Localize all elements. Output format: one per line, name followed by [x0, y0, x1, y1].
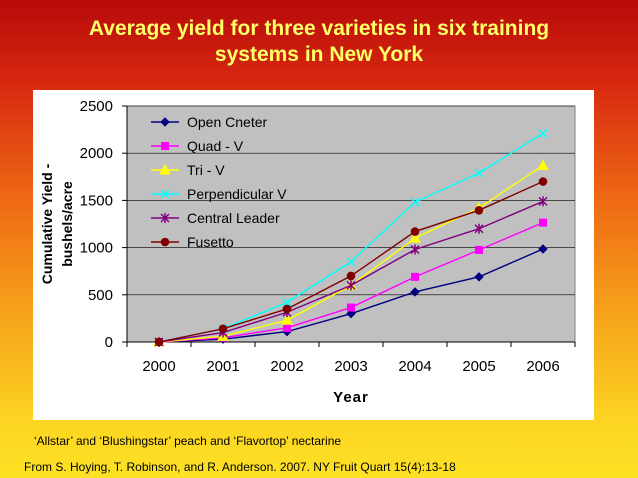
y-tick-label-500: 500 — [88, 287, 113, 304]
legend-marker-open-cneter — [160, 117, 170, 127]
y-tick-label-1500: 1500 — [80, 192, 113, 209]
point-fusetto-2002 — [282, 304, 292, 314]
x-tick-label-2002: 2002 — [270, 358, 303, 375]
point-central-leader-2005 — [474, 223, 484, 234]
y-tick-label-2000: 2000 — [80, 145, 113, 162]
y-tick-label-0: 0 — [105, 334, 113, 351]
point-quad-v-2006 — [539, 218, 547, 227]
point-central-leader-2006 — [538, 196, 548, 207]
source-citation: From S. Hoying, T. Robinson, and R. Ande… — [24, 460, 456, 474]
y-axis-title: Cumulative Yield - bushels/acre — [39, 163, 75, 284]
point-central-leader-2004 — [410, 244, 420, 255]
legend-marker-perpendicular-v — [160, 189, 170, 199]
legend-marker-quad-v — [161, 142, 169, 150]
x-tick-label-2004: 2004 — [398, 358, 431, 375]
x-axis-title: Year — [333, 389, 369, 406]
legend-marker-central-leader — [160, 213, 170, 223]
legend-label-central-leader: Central Leader — [187, 210, 280, 226]
point-tri-v-2004 — [409, 232, 421, 243]
plot-area — [126, 105, 576, 343]
point-open-cneter-2005 — [474, 272, 484, 282]
point-quad-v-2005 — [475, 245, 483, 254]
series-fusetto — [154, 177, 548, 347]
point-open-cneter-2006 — [538, 244, 548, 254]
legend: Open Cneter Quad - V Tri - V Perpendicular … — [151, 114, 287, 250]
y-tick-label-2500: 2500 — [80, 98, 113, 115]
y-axis-title-line1: Cumulative Yield - — [39, 163, 55, 284]
point-quad-v-2002 — [283, 323, 291, 332]
x-tick-label-2006: 2006 — [526, 358, 559, 375]
point-tri-v-2002 — [281, 314, 293, 325]
point-fusetto-2004 — [410, 227, 420, 236]
point-fusetto-2005 — [474, 206, 484, 215]
y-axis-title-line2: bushels/acre — [59, 181, 75, 267]
point-fusetto-2006 — [538, 177, 548, 186]
point-central-leader-2003 — [346, 280, 356, 291]
point-perpendicular-v-2006 — [538, 128, 548, 138]
point-perpendicular-v-2004 — [410, 197, 420, 207]
slide-title: Average yield for three varieties in six… — [0, 16, 638, 68]
variety-caption: ‘Allstar’ and ‘Blushingstar’ peach and ‘… — [34, 434, 342, 448]
legend-label-perpendicular-v: Perpendicular V — [187, 186, 287, 202]
legend-label-quad-v: Quad - V — [187, 138, 244, 154]
point-perpendicular-v-2005 — [474, 168, 484, 178]
x-tick-label-2000: 2000 — [142, 358, 175, 375]
point-perpendicular-v-2003 — [346, 257, 356, 267]
x-tick-label-2003: 2003 — [334, 358, 367, 375]
point-fusetto-2000 — [154, 337, 164, 347]
point-fusetto-2001 — [218, 324, 228, 334]
point-perpendicular-v-2002 — [282, 297, 292, 307]
legend-marker-fusetto — [160, 237, 170, 247]
y-tick-label-1000: 1000 — [80, 240, 113, 257]
x-tick-label-2001: 2001 — [206, 358, 239, 375]
point-tri-v-2006 — [537, 159, 549, 170]
chart-panel: 0 500 1000 1500 2000 2500 2000 2001 2002 2003 2004… — [33, 90, 594, 420]
yield-line-chart: 0 500 1000 1500 2000 2500 2000 2001 2002 2003 2004… — [39, 98, 576, 406]
slide-title-line2: systems in New York — [214, 43, 424, 66]
legend-marker-tri-v — [159, 163, 171, 175]
x-tick-label-2005: 2005 — [462, 358, 495, 375]
point-open-cneter-2003 — [346, 308, 356, 319]
point-quad-v-2004 — [411, 272, 419, 281]
point-quad-v-2003 — [347, 303, 355, 312]
slide-title-line1: Average yield for three varieties in six… — [88, 17, 550, 40]
point-open-cneter-2004 — [410, 287, 420, 297]
legend-label-tri-v: Tri - V — [187, 162, 225, 178]
point-fusetto-2003 — [346, 271, 356, 281]
legend-label-open-cneter: Open Cneter — [187, 114, 267, 130]
legend-label-fusetto: Fusetto — [187, 234, 234, 250]
